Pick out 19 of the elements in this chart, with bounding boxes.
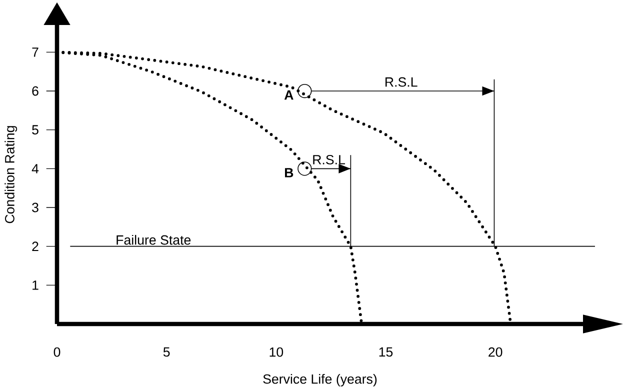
y-tick-label: 4 <box>32 164 39 174</box>
y-tick-label: 6 <box>32 86 38 96</box>
x-axis-title: Service Life (years) <box>263 374 377 386</box>
annotation: B <box>284 168 294 178</box>
annotation: R.S.L <box>386 77 418 87</box>
x-tick-label: 10 <box>270 347 284 357</box>
y-tick-label: 1 <box>32 280 38 290</box>
y-tick-label: 7 <box>32 48 38 57</box>
y-tick-label: 5 <box>32 125 38 135</box>
y-tick-label: 3 <box>32 202 38 212</box>
x-tick-label: 20 <box>488 347 502 357</box>
y-axis-title: Condition Rating <box>4 126 18 224</box>
y-tick-label: 2 <box>32 242 38 252</box>
annotation: R.S.L <box>313 155 346 164</box>
x-tick-label: 0 <box>54 347 60 357</box>
ref-line-label: Failure State <box>116 235 191 245</box>
x-tick-label: 15 <box>379 347 393 357</box>
x-tick-label: 5 <box>163 347 170 357</box>
annotation: A <box>284 90 294 100</box>
